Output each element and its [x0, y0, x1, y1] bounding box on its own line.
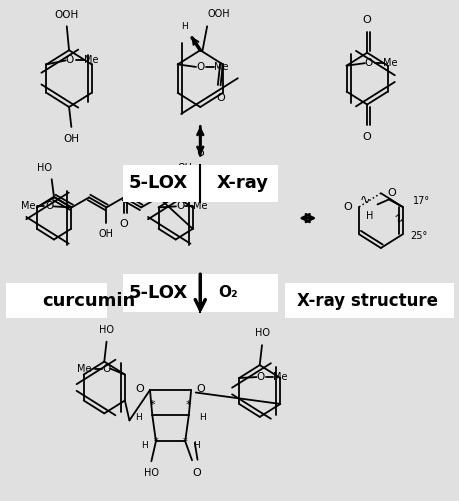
Text: O: O	[102, 364, 110, 374]
Text: O: O	[362, 132, 371, 142]
Text: curcumin: curcumin	[42, 292, 135, 310]
FancyBboxPatch shape	[122, 164, 277, 202]
Text: O: O	[256, 372, 264, 382]
Text: O: O	[362, 15, 371, 25]
Text: Me: Me	[273, 372, 287, 382]
Text: Me: Me	[382, 58, 397, 68]
Text: *: *	[149, 400, 155, 410]
Text: ∿: ∿	[389, 211, 405, 228]
Text: H: H	[193, 441, 200, 450]
Text: O: O	[343, 202, 352, 212]
Text: Me: Me	[21, 201, 35, 211]
Text: X-ray: X-ray	[216, 174, 268, 192]
Text: O: O	[119, 219, 128, 229]
Text: Me: Me	[214, 62, 228, 72]
Text: O: O	[192, 468, 201, 478]
FancyBboxPatch shape	[6, 283, 106, 318]
Text: HO: HO	[144, 468, 158, 478]
Text: O: O	[135, 383, 144, 393]
Text: *: *	[182, 437, 187, 447]
Text: H: H	[365, 211, 373, 221]
Text: O: O	[66, 56, 74, 66]
FancyBboxPatch shape	[122, 274, 277, 312]
Text: O: O	[176, 201, 184, 211]
Text: OH: OH	[63, 134, 79, 144]
Text: OH: OH	[99, 229, 114, 239]
Text: OOH: OOH	[55, 11, 79, 21]
Text: 5-LOX: 5-LOX	[129, 174, 188, 192]
Text: O: O	[196, 62, 204, 72]
Text: H: H	[135, 413, 142, 422]
Text: O: O	[364, 58, 372, 68]
Text: HO: HO	[37, 163, 51, 173]
Text: ∿: ∿	[358, 194, 369, 207]
Text: O: O	[196, 383, 205, 393]
Text: *: *	[185, 400, 191, 410]
Text: O: O	[387, 188, 396, 198]
Text: 5-LOX: 5-LOX	[129, 284, 188, 302]
Text: 25°: 25°	[410, 230, 427, 240]
Text: 17°: 17°	[412, 196, 429, 206]
Text: H: H	[180, 22, 187, 31]
Text: Me: Me	[77, 364, 92, 374]
Text: HO: HO	[254, 328, 269, 338]
Text: Me: Me	[192, 201, 207, 211]
Text: O: O	[216, 93, 224, 103]
Text: O₂: O₂	[218, 286, 238, 300]
Text: X-ray structure: X-ray structure	[296, 292, 437, 310]
Text: OOH: OOH	[207, 10, 229, 20]
Text: 6: 6	[196, 146, 204, 159]
Text: *: *	[153, 437, 158, 447]
Text: O: O	[45, 201, 54, 211]
Text: OH: OH	[178, 163, 192, 173]
Text: H: H	[198, 413, 205, 422]
FancyBboxPatch shape	[284, 283, 453, 318]
Text: HO: HO	[99, 325, 114, 335]
Text: Me: Me	[84, 56, 99, 66]
Text: H: H	[140, 441, 147, 450]
